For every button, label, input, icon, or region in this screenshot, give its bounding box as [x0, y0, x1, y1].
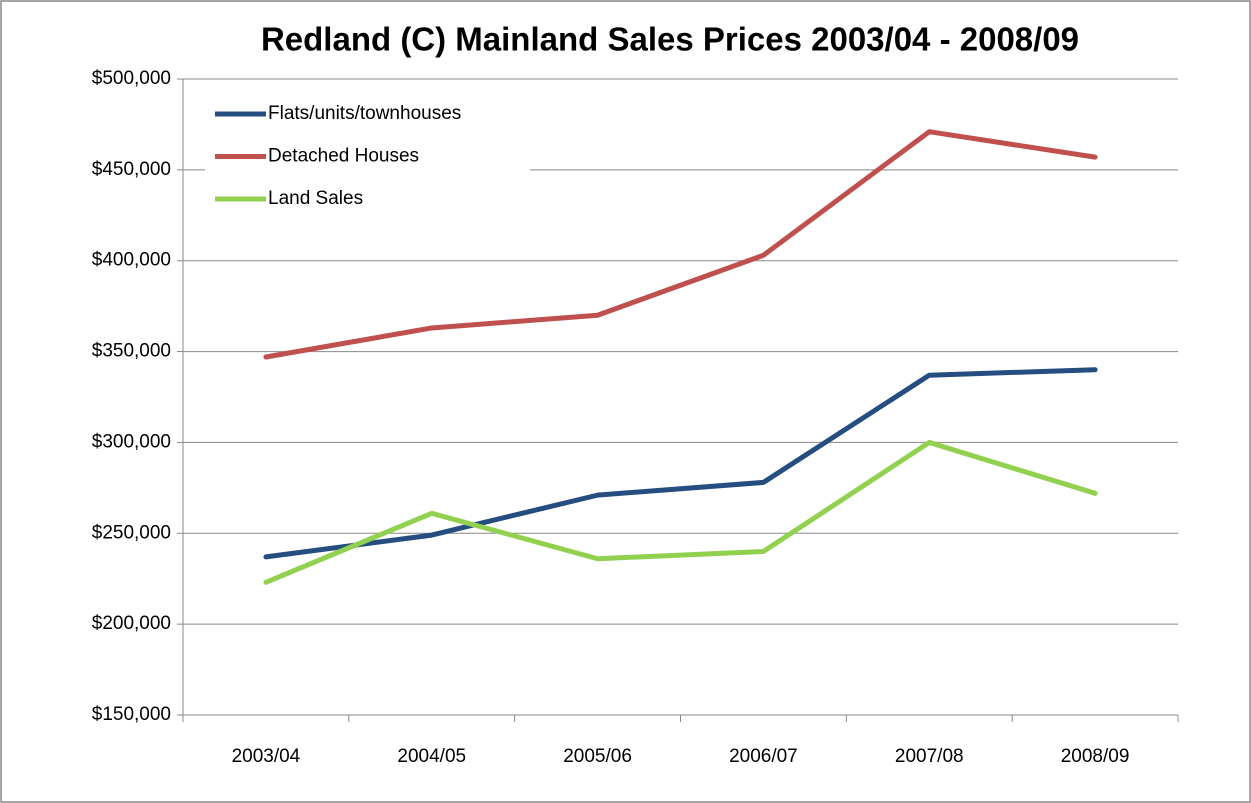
x-tick-label: 2007/08 — [895, 746, 964, 767]
series-line — [263, 439, 1098, 585]
y-tick-label: $250,000 — [92, 522, 171, 543]
x-tick-label: 2003/04 — [232, 746, 301, 767]
y-tick-label: $350,000 — [92, 341, 171, 362]
series-line — [263, 129, 1098, 360]
chart-title: Redland (C) Mainland Sales Prices 2003/0… — [261, 21, 1079, 58]
y-tick-label: $400,000 — [92, 250, 171, 271]
x-tick-label: 2006/07 — [729, 746, 798, 767]
y-tick-label: $300,000 — [92, 431, 171, 452]
y-tick-label: $200,000 — [92, 613, 171, 634]
x-tick-label: 2005/06 — [563, 746, 632, 767]
legend-label: Detached Houses — [268, 146, 419, 167]
x-tick-label: 2008/09 — [1061, 746, 1130, 767]
legend-label: Flats/units/townhouses — [268, 103, 461, 124]
y-tick-label: $150,000 — [92, 704, 171, 725]
y-tick-label: $450,000 — [92, 159, 171, 180]
legend-label: Land Sales — [268, 188, 363, 209]
y-tick-label: $500,000 — [92, 68, 171, 89]
x-tick-label: 2004/05 — [397, 746, 466, 767]
series-line — [263, 367, 1098, 560]
